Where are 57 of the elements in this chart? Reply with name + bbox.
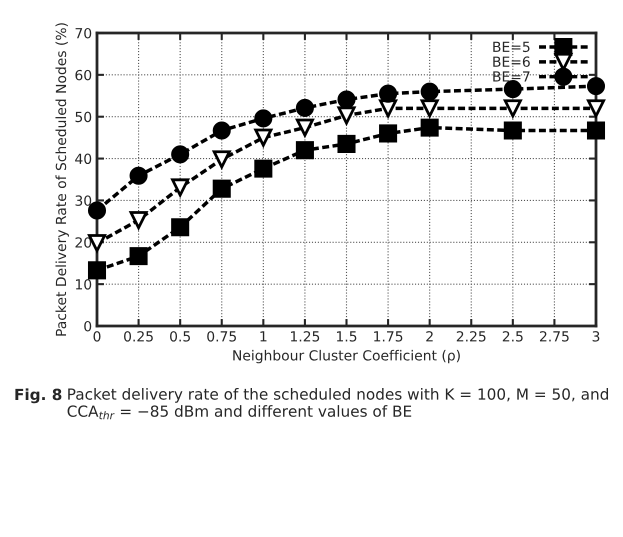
text: Packet delivery rate of the scheduled nodes with K = 100, M = 50, and CCA$_{thr}$ = −85 dBm and different values of BE — [68, 388, 608, 420]
point — [130, 247, 148, 266]
point — [88, 261, 106, 280]
point — [171, 178, 190, 196]
x-tick-label: 1 — [260, 331, 266, 342]
y-tick-label: 0 — [84, 320, 92, 332]
x-tick-label: 2.25 — [456, 331, 486, 342]
point — [254, 160, 272, 178]
x-tick-label: 0.25 — [124, 331, 153, 342]
caption: Fig. 8 — [15, 388, 62, 404]
point — [254, 128, 272, 147]
point — [337, 134, 356, 153]
point — [379, 84, 398, 103]
point — [212, 122, 231, 140]
x-tick-label: 2.75 — [540, 331, 569, 342]
point — [586, 77, 606, 96]
point — [379, 124, 398, 142]
point — [254, 109, 272, 128]
x-axis-title: Neighbour Cluster Coefficient (ρ) — [233, 350, 460, 364]
y-tick-label: 40 — [75, 154, 92, 164]
point — [296, 98, 314, 117]
point — [420, 118, 439, 137]
point — [337, 106, 356, 124]
point — [420, 82, 439, 101]
x-tick-label: 0.5 — [170, 331, 190, 342]
y-tick-label: 60 — [75, 70, 92, 80]
x-tick-label: 1.75 — [374, 331, 402, 342]
y-tick-label: 20 — [75, 237, 92, 248]
legend-label: BE=5 — [493, 42, 530, 52]
point — [296, 118, 314, 137]
legend-label: BE=7 — [493, 71, 530, 82]
y-tick-label: 30 — [76, 195, 92, 206]
legend-label: BE=6 — [493, 56, 530, 67]
x-tick-label: 0.75 — [207, 331, 236, 342]
point — [586, 99, 606, 118]
point — [130, 211, 148, 230]
point — [171, 218, 190, 236]
point — [504, 99, 522, 118]
y-tick-label: 70 — [76, 28, 92, 38]
y-tick-label: 50 — [76, 112, 92, 122]
point — [296, 141, 314, 160]
point — [130, 166, 148, 185]
x-tick-label: 0 — [93, 331, 100, 342]
point — [212, 150, 231, 168]
point — [420, 99, 439, 118]
point — [504, 80, 522, 98]
x-tick-label: 2 — [426, 331, 433, 342]
point — [586, 122, 606, 140]
x-tick-label: 2.5 — [502, 331, 523, 342]
x-tick-label: 3 — [592, 331, 600, 342]
x-tick-label: 1.5 — [336, 331, 356, 342]
x-tick-label: 1.25 — [290, 331, 320, 342]
point — [212, 180, 231, 198]
point — [504, 122, 522, 140]
y-tick-label: 10 — [76, 279, 92, 290]
y-axis-title: Packet Delivery Rate of Scheduled Nodes (%) — [55, 23, 69, 336]
point — [171, 145, 190, 164]
